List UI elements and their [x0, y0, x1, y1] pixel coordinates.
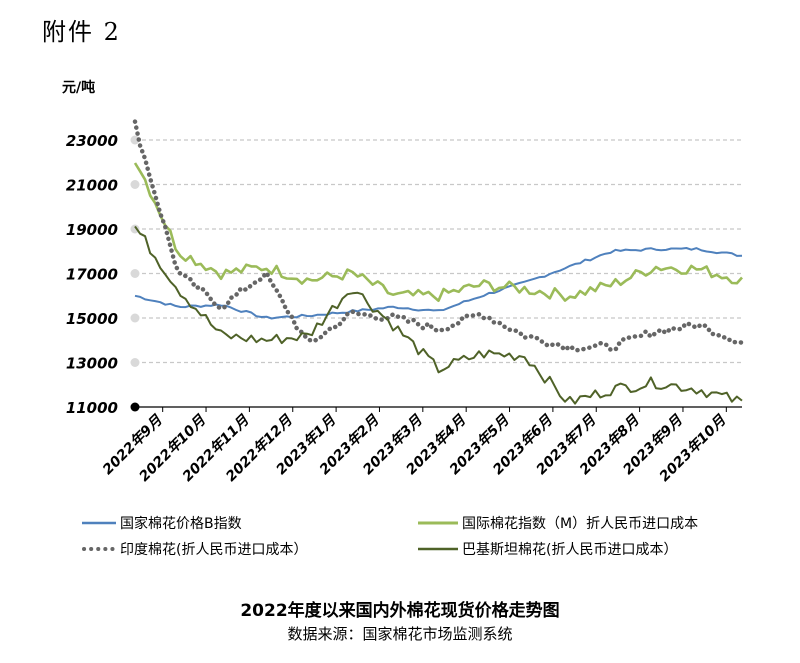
legend-item-intl-index: 国际棉花指数（M）折人民币进口成本	[418, 513, 698, 533]
data-source: 数据来源：国家棉花市场监测系统	[287, 625, 513, 643]
series-lines	[132, 119, 745, 405]
legend-label: 国际棉花指数（M）折人民币进口成本	[462, 516, 699, 532]
legend-swatch	[82, 547, 116, 551]
legend-label: 印度棉花(折人民币进口成本）	[120, 542, 308, 558]
y-tick-label: 21000	[66, 177, 118, 195]
y-tick-marker	[130, 135, 140, 145]
y-tick-marker	[130, 358, 140, 367]
legend-swatch	[418, 547, 458, 551]
legend-swatch	[82, 521, 116, 525]
series-line	[133, 162, 743, 303]
legend-swatch	[418, 521, 458, 525]
grid-lines	[135, 139, 742, 364]
y-tick-label: 17000	[66, 266, 118, 284]
legend-label: 国家棉花价格B指数	[120, 516, 242, 532]
series-line	[132, 119, 745, 353]
chart-title: 2022年度以来国内外棉花现货价格走势图	[240, 601, 560, 621]
legend-label: 巴基斯坦棉花(折人民币进口成本）	[462, 542, 678, 558]
legend-item-india: 印度棉花(折人民币进口成本）	[82, 539, 307, 559]
y-axis: 23000 21000 19000 17000 15000 13000 11000	[66, 132, 140, 417]
price-trend-chart: 23000 21000 19000 17000 15000 13000 11000 2022…	[62, 79, 745, 485]
legend-item-b-index: 国家棉花价格B指数	[82, 513, 242, 533]
y-tick-label: 15000	[66, 310, 118, 328]
y-tick-marker	[130, 180, 140, 189]
y-tick-label: 11000	[66, 399, 118, 417]
attachment-label: 附件 2	[42, 18, 121, 46]
y-axis-label: 元/吨	[62, 79, 95, 96]
y-tick-label: 13000	[66, 355, 118, 373]
y-tick-marker	[130, 269, 140, 278]
y-tick-label: 19000	[66, 221, 118, 239]
y-tick-label: 23000	[66, 132, 118, 150]
series-line	[134, 247, 743, 320]
series-line	[134, 225, 743, 405]
y-tick-marker	[130, 313, 140, 323]
legend-item-pakistan: 巴基斯坦棉花(折人民币进口成本）	[418, 539, 677, 559]
x-axis: 2022年9月2022年10月2022年11月2022年12月2023年1月20…	[99, 406, 742, 485]
